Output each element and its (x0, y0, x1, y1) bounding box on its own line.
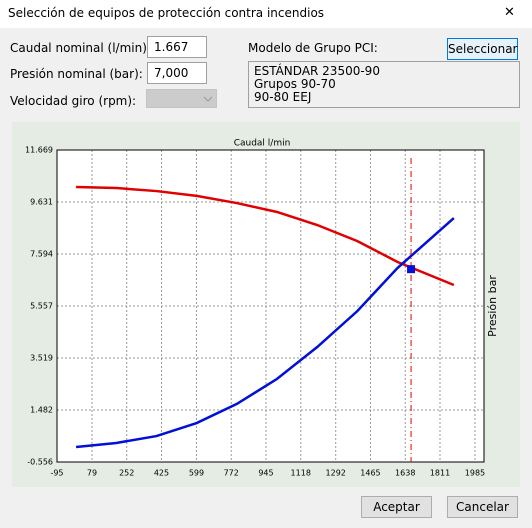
plot-frame (56, 149, 485, 463)
y-tick-label: 11.669 (25, 146, 53, 155)
x-tick-label: 425 (154, 469, 169, 478)
title-bar: Selección de equipos de protección contr… (0, 0, 532, 28)
curve (75, 217, 455, 449)
x-tick-label: -95 (50, 469, 63, 478)
x-tick-label: 945 (258, 469, 273, 478)
label: Velocidad giro (rpm): (10, 94, 137, 108)
model-line: 90-80 EEJ (254, 90, 312, 104)
y-axis-label: Presión bar (486, 275, 499, 337)
x-tick-label: 1985 (465, 469, 485, 478)
window-title: Selección de equipos de protección contr… (8, 6, 325, 20)
operating-point (407, 265, 416, 274)
x-tick-label: 1118 (291, 469, 311, 478)
x-tick-label: 1292 (326, 469, 346, 478)
x-tick-label: 79 (87, 469, 97, 478)
x-tick-label: 599 (189, 469, 204, 478)
curve (76, 185, 455, 287)
text-input[interactable]: 1.667 (147, 36, 207, 58)
text-input[interactable]: 7,000 (147, 62, 207, 84)
select-button[interactable]: Seleccionar (447, 38, 518, 60)
chart-title: Caudal l/min (234, 139, 291, 149)
y-tick-label: -0.556 (27, 458, 53, 467)
y-tick-label: 3.519 (30, 354, 53, 363)
x-tick-label: 1465 (360, 469, 380, 478)
close-button[interactable]: ✕ (504, 5, 515, 20)
chart: Caudal l/min Presión bar -0.556 1.482 3.51… (12, 122, 520, 487)
label: Presión nominal (bar): (10, 67, 143, 81)
label: Caudal nominal (l/min): (10, 41, 151, 55)
x-tick-label: 252 (119, 469, 134, 478)
y-tick-label: 1.482 (30, 405, 53, 414)
y-tick-label: 7.594 (30, 250, 53, 259)
dropdown-arrow (203, 96, 213, 102)
y-tick-label: 9.631 (30, 198, 53, 207)
x-tick-label: 1638 (395, 469, 415, 478)
model-box: ESTÁNDAR 23500-90 Grupos 90-70 90-80 EEJ (248, 61, 520, 108)
y-tick-label: 5.557 (30, 301, 53, 310)
cancel-button[interactable]: Cancelar (447, 496, 518, 518)
dropdown[interactable] (146, 89, 217, 108)
label: Modelo de Grupo PCI: (248, 41, 378, 55)
model-line: ESTÁNDAR 23500-90 (254, 64, 380, 78)
model-line: Grupos 90-70 (254, 77, 336, 91)
accept-button[interactable]: Aceptar (361, 496, 432, 518)
x-tick-label: 772 (224, 469, 239, 478)
x-tick-label: 1811 (430, 469, 450, 478)
